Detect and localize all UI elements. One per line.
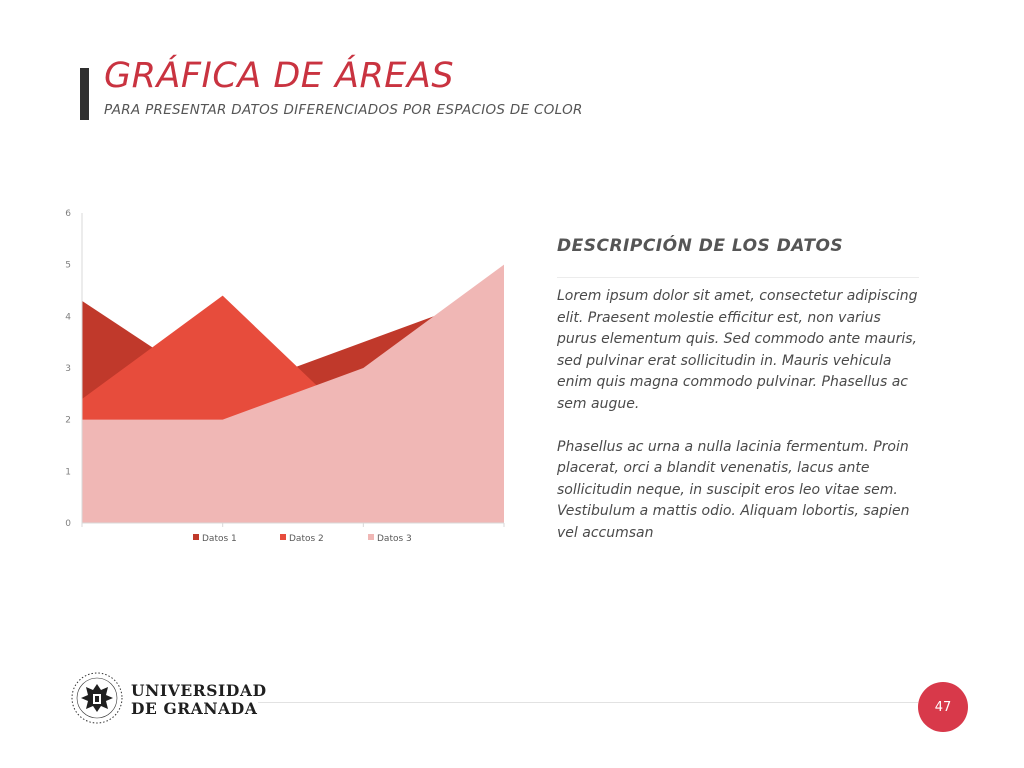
- y-tick-label: 3: [65, 364, 71, 374]
- description-paragraph-2: Phasellus ac urna a nulla lacinia fermen…: [557, 438, 910, 541]
- description-body: Lorem ipsum dolor sit amet, consectetur …: [557, 286, 919, 566]
- legend-swatch: [193, 534, 199, 540]
- university-name: UNIVERSIDAD DE GRANADA: [131, 682, 267, 718]
- y-tick-label: 4: [65, 312, 71, 322]
- slide-title: GRÁFICA DE ÁREAS: [104, 56, 455, 96]
- university-name-line-1: UNIVERSIDAD: [131, 681, 267, 700]
- legend-label: Datos 2: [289, 534, 324, 544]
- university-logo-icon: [71, 672, 123, 724]
- y-tick-label: 0: [65, 519, 71, 529]
- y-tick-label: 5: [65, 261, 71, 271]
- y-tick-label: 6: [65, 209, 71, 219]
- university-name-line-2: DE GRANADA: [131, 699, 258, 718]
- description-divider: [557, 277, 919, 278]
- legend-swatch: [368, 534, 374, 540]
- legend-label: Datos 1: [202, 534, 237, 544]
- description-title: DESCRIPCIÓN DE LOS DATOS: [557, 236, 844, 256]
- area-chart: 0 1 2 3 4 5 6 Datos 1 Datos 2 Datos 3: [65, 209, 505, 544]
- area-series-3: [82, 264, 504, 523]
- legend-label: Datos 3: [377, 534, 412, 544]
- legend-swatch: [280, 534, 286, 540]
- y-tick-label: 1: [65, 467, 71, 477]
- slide-subtitle: PARA PRESENTAR DATOS DIFERENCIADOS POR E…: [104, 102, 583, 118]
- y-tick-label: 2: [65, 416, 71, 426]
- description-paragraph-1: Lorem ipsum dolor sit amet, consectetur …: [557, 288, 918, 412]
- page-number-badge: 47: [918, 682, 968, 732]
- footer-divider: [258, 702, 918, 703]
- title-accent-bar: [80, 68, 89, 120]
